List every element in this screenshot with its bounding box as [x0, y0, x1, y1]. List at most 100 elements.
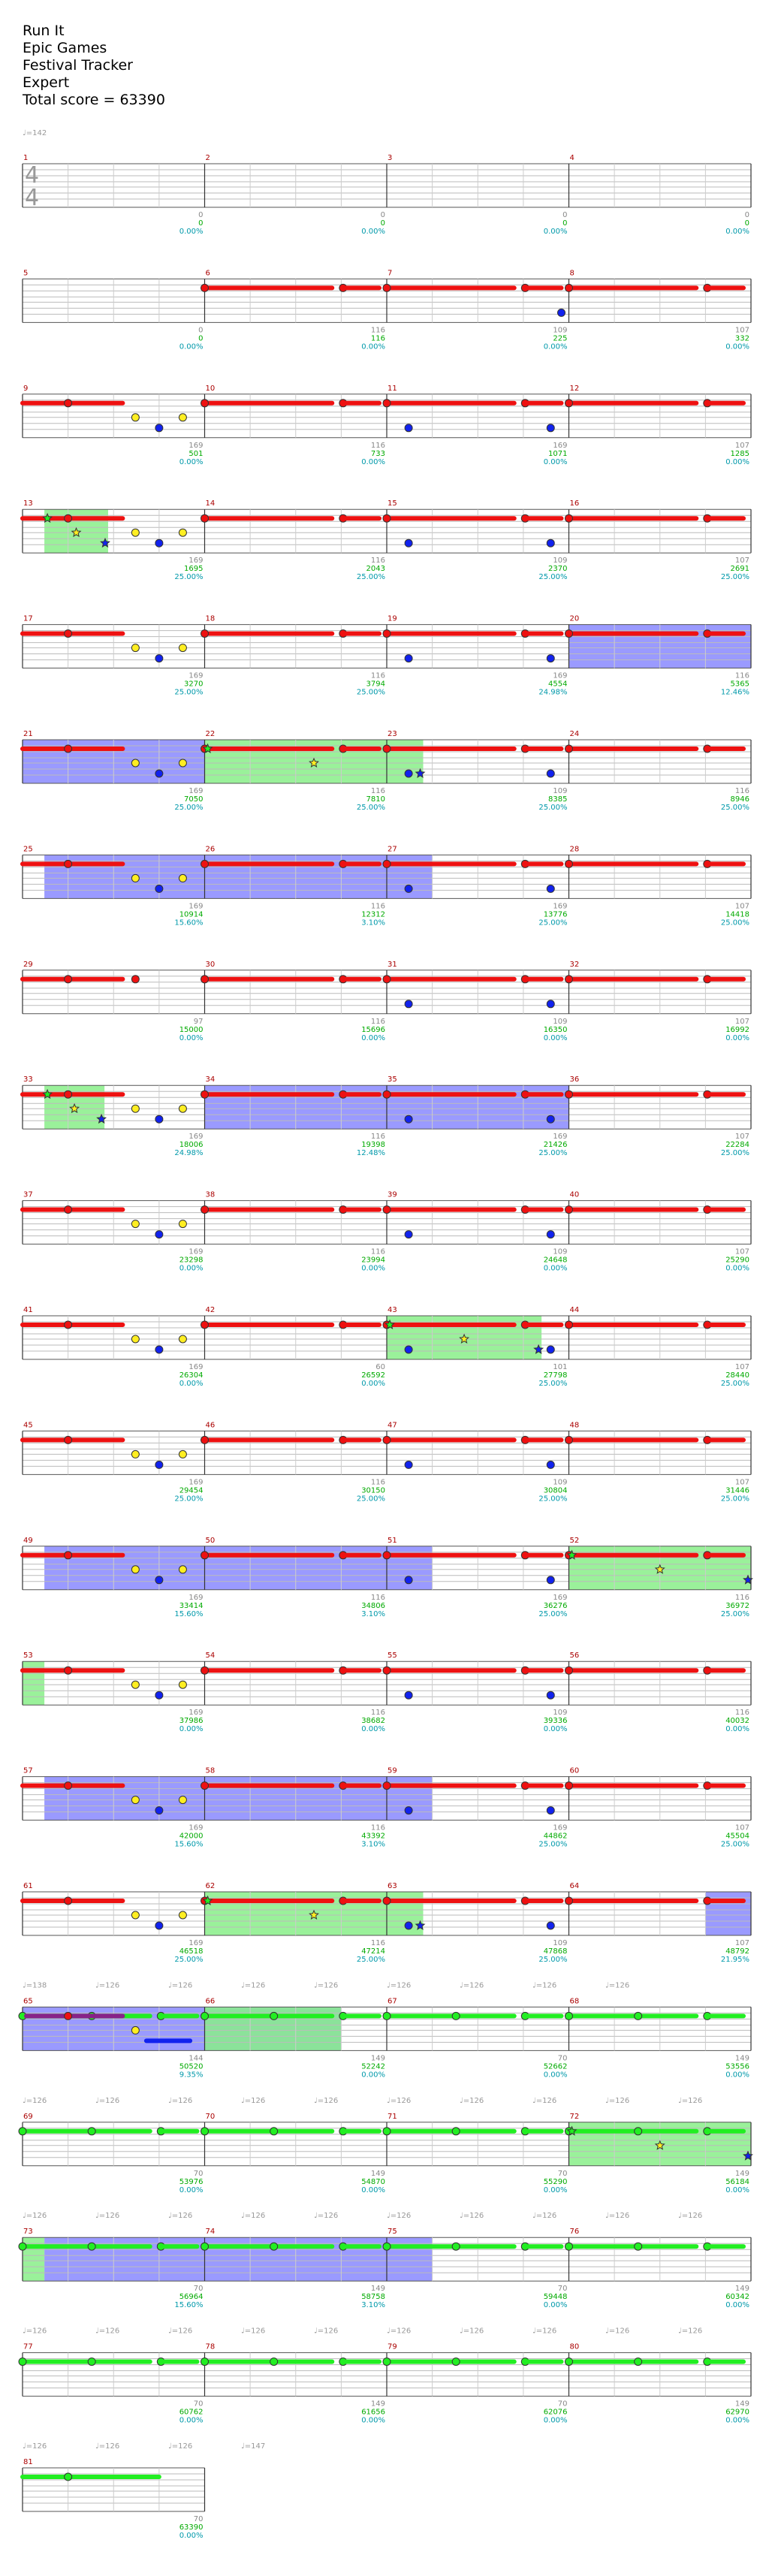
overdrive-star	[96, 1113, 107, 1124]
tempo-marker: ♩=126	[387, 2327, 411, 2336]
measure-percent: 25.00%	[174, 573, 203, 581]
measure-score: 2370	[548, 565, 567, 573]
tempo-marker: ♩=126	[95, 2212, 119, 2220]
green-note	[382, 2242, 391, 2251]
measure-percent: 12.48%	[357, 1149, 385, 1157]
measure-percent: 0.00%	[725, 1725, 749, 1733]
measure-percent: 15.60%	[174, 1841, 203, 1849]
red-note	[64, 1205, 73, 1214]
staff-row: 73 74 75 76705696415.60%149587583.10%705944…	[18, 2228, 752, 2309]
green-note	[201, 2011, 209, 2020]
red-note	[565, 975, 573, 984]
measure-score: 44862	[544, 1832, 568, 1841]
green-note	[565, 2242, 573, 2251]
measure-note-count: 60	[375, 1363, 385, 1371]
measure-note-count: 109	[553, 1939, 567, 1947]
blue-note	[546, 1806, 555, 1815]
yellow-note	[131, 1104, 140, 1113]
yellow-note	[178, 644, 187, 653]
tempo-marker: ♩=126	[460, 2212, 484, 2220]
staff-row: 61 62 63 641694651825.00%1164721425.00%1094…	[20, 1882, 752, 1964]
staff-row: 9 10 11 121695010.00%1167330.00%16910710.00…	[20, 385, 752, 466]
red-note	[64, 1781, 73, 1790]
measure-note-count: 169	[188, 672, 203, 680]
measure-number: 60	[570, 1767, 580, 1775]
blue-note	[155, 769, 164, 778]
measure-note-count: 169	[188, 1594, 203, 1602]
measure-note-count: 116	[371, 902, 385, 910]
blue-note	[155, 1460, 164, 1469]
measure-score: 43392	[361, 1832, 385, 1841]
measure-note-count: 107	[735, 1018, 749, 1026]
tempo-marker: ♩=126	[678, 2212, 702, 2220]
measure-score: 52662	[544, 2062, 568, 2071]
measure-percent: 0.00%	[725, 2301, 749, 2309]
tempo-marker: ♩=126	[23, 2212, 47, 2220]
measure-score: 23994	[361, 1256, 385, 1265]
measure-number: 14	[206, 499, 216, 508]
measure-score: 29454	[179, 1486, 204, 1495]
measure-number: 72	[570, 2113, 580, 2121]
measure-number: 57	[23, 1767, 33, 1775]
blue-note	[404, 424, 413, 433]
red-note	[201, 859, 209, 868]
measure-number: 8	[570, 269, 574, 277]
overdrive-star	[743, 2150, 753, 2161]
measure-percent: 25.00%	[538, 918, 567, 927]
red-note	[64, 744, 73, 753]
measure-score: 52242	[361, 2062, 385, 2071]
measure-score: 15696	[361, 1026, 385, 1034]
yellow-note	[131, 1911, 140, 1920]
solo-section	[705, 1892, 751, 1935]
measure-percent: 24.98%	[174, 1149, 203, 1157]
measure-number: 26	[206, 845, 216, 853]
measure-number: 33	[23, 1075, 33, 1084]
measure-percent: 25.00%	[721, 804, 749, 812]
red-note	[201, 629, 209, 638]
measure-note-count: 169	[188, 1939, 203, 1947]
measure-number: 77	[23, 2343, 33, 2351]
measure-score: 12312	[361, 910, 385, 918]
blue-note	[404, 1345, 413, 1354]
measure-number: 51	[388, 1537, 397, 1545]
measure-number: 42	[206, 1306, 216, 1314]
yellow-note	[178, 759, 187, 768]
green-note	[201, 2242, 209, 2251]
tempo-marker: ♩=126	[241, 2212, 265, 2220]
blue-note	[557, 308, 565, 317]
measure-note-count: 70	[558, 2170, 568, 2178]
measure-number: 75	[388, 2228, 397, 2236]
measure-note-count: 116	[371, 1018, 385, 1026]
yellow-note	[131, 1565, 140, 1574]
yellow-note	[131, 1796, 140, 1805]
measure-number: 76	[570, 2228, 580, 2236]
blue-note	[155, 1691, 164, 1700]
overdrive-star	[42, 1088, 53, 1099]
measure-score: 39336	[544, 1717, 568, 1725]
red-note	[382, 629, 391, 638]
measure-note-count: 0	[198, 211, 203, 219]
red-note	[201, 975, 209, 984]
measure-note-count: 107	[735, 442, 749, 450]
measure-number: 55	[388, 1651, 397, 1660]
green-note	[451, 2127, 460, 2136]
red-note	[64, 1090, 73, 1099]
green-note	[201, 2357, 209, 2366]
measure-score: 59448	[544, 2293, 568, 2301]
red-note	[64, 2011, 73, 2020]
blue-note	[155, 884, 164, 893]
measure-note-count: 116	[371, 1478, 385, 1486]
measure-note-count: 109	[553, 787, 567, 795]
green-note	[87, 2127, 96, 2136]
measure-note-count: 109	[553, 557, 567, 565]
red-note	[64, 1320, 73, 1329]
measure-note-count: 149	[371, 2285, 385, 2293]
measure-score: 1285	[731, 450, 749, 458]
overdrive-star	[309, 1909, 319, 1920]
measure-percent: 0.00%	[179, 228, 204, 236]
measure-note-count: 169	[553, 1133, 567, 1141]
measure-number: 18	[206, 615, 216, 623]
tempo-marker: ♩=126	[241, 1981, 265, 1989]
